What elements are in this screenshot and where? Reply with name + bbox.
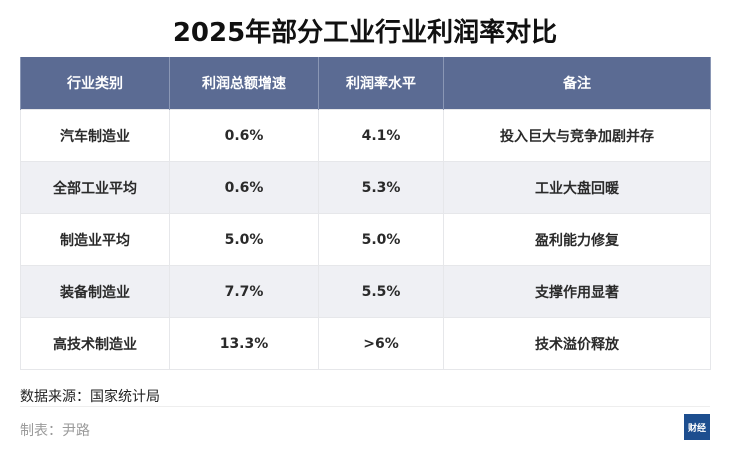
- table-row: 装备制造业 7.7% 5.5% 支撑作用显著: [20, 265, 711, 318]
- header-notes: 备注: [443, 57, 711, 110]
- cell-profit-margin: 5.3%: [318, 161, 444, 214]
- cell-notes: 技术溢价释放: [443, 317, 711, 370]
- header-profit-margin: 利润率水平: [318, 57, 444, 110]
- table-row: 制造业平均 5.0% 5.0% 盈利能力修复: [20, 213, 711, 266]
- cell-notes: 支撑作用显著: [443, 265, 711, 318]
- cell-industry: 全部工业平均: [20, 161, 170, 214]
- cell-profit-growth: 7.7%: [169, 265, 319, 318]
- logo-text: 财经: [687, 423, 706, 434]
- table-maker: 制表：尹路: [20, 423, 90, 439]
- cell-notes: 投入巨大与竞争加剧并存: [443, 109, 711, 162]
- cell-profit-growth: 0.6%: [169, 109, 319, 162]
- cell-profit-growth: 13.3%: [169, 317, 319, 370]
- cell-profit-margin: 5.0%: [318, 213, 444, 266]
- cell-industry: 高技术制造业: [20, 317, 170, 370]
- cell-industry: 制造业平均: [20, 213, 170, 266]
- divider: [20, 406, 710, 407]
- table-header-row: 行业类别 利润总额增速 利润率水平 备注: [20, 57, 711, 110]
- table-row: 全部工业平均 0.6% 5.3% 工业大盘回暖: [20, 161, 711, 214]
- table-row: 汽车制造业 0.6% 4.1% 投入巨大与竞争加剧并存: [20, 109, 711, 162]
- comparison-table: 行业类别 利润总额增速 利润率水平 备注 汽车制造业 0.6% 4.1% 投入巨…: [20, 57, 711, 370]
- cell-profit-growth: 5.0%: [169, 213, 319, 266]
- cell-profit-growth: 0.6%: [169, 161, 319, 214]
- cell-profit-margin: 5.5%: [318, 265, 444, 318]
- header-profit-growth: 利润总额增速: [169, 57, 319, 110]
- header-industry: 行业类别: [20, 57, 170, 110]
- cell-industry: 装备制造业: [20, 265, 170, 318]
- cell-notes: 盈利能力修复: [443, 213, 711, 266]
- cell-notes: 工业大盘回暖: [443, 161, 711, 214]
- caijing-logo-icon: 财经: [684, 414, 710, 440]
- cell-profit-margin: >6%: [318, 317, 444, 370]
- page-title: 2025年部分工业行业利润率对比: [172, 18, 558, 48]
- table-row: 高技术制造业 13.3% >6% 技术溢价释放: [20, 317, 711, 370]
- data-source: 数据来源：国家统计局: [20, 389, 160, 405]
- cell-industry: 汽车制造业: [20, 109, 170, 162]
- cell-profit-margin: 4.1%: [318, 109, 444, 162]
